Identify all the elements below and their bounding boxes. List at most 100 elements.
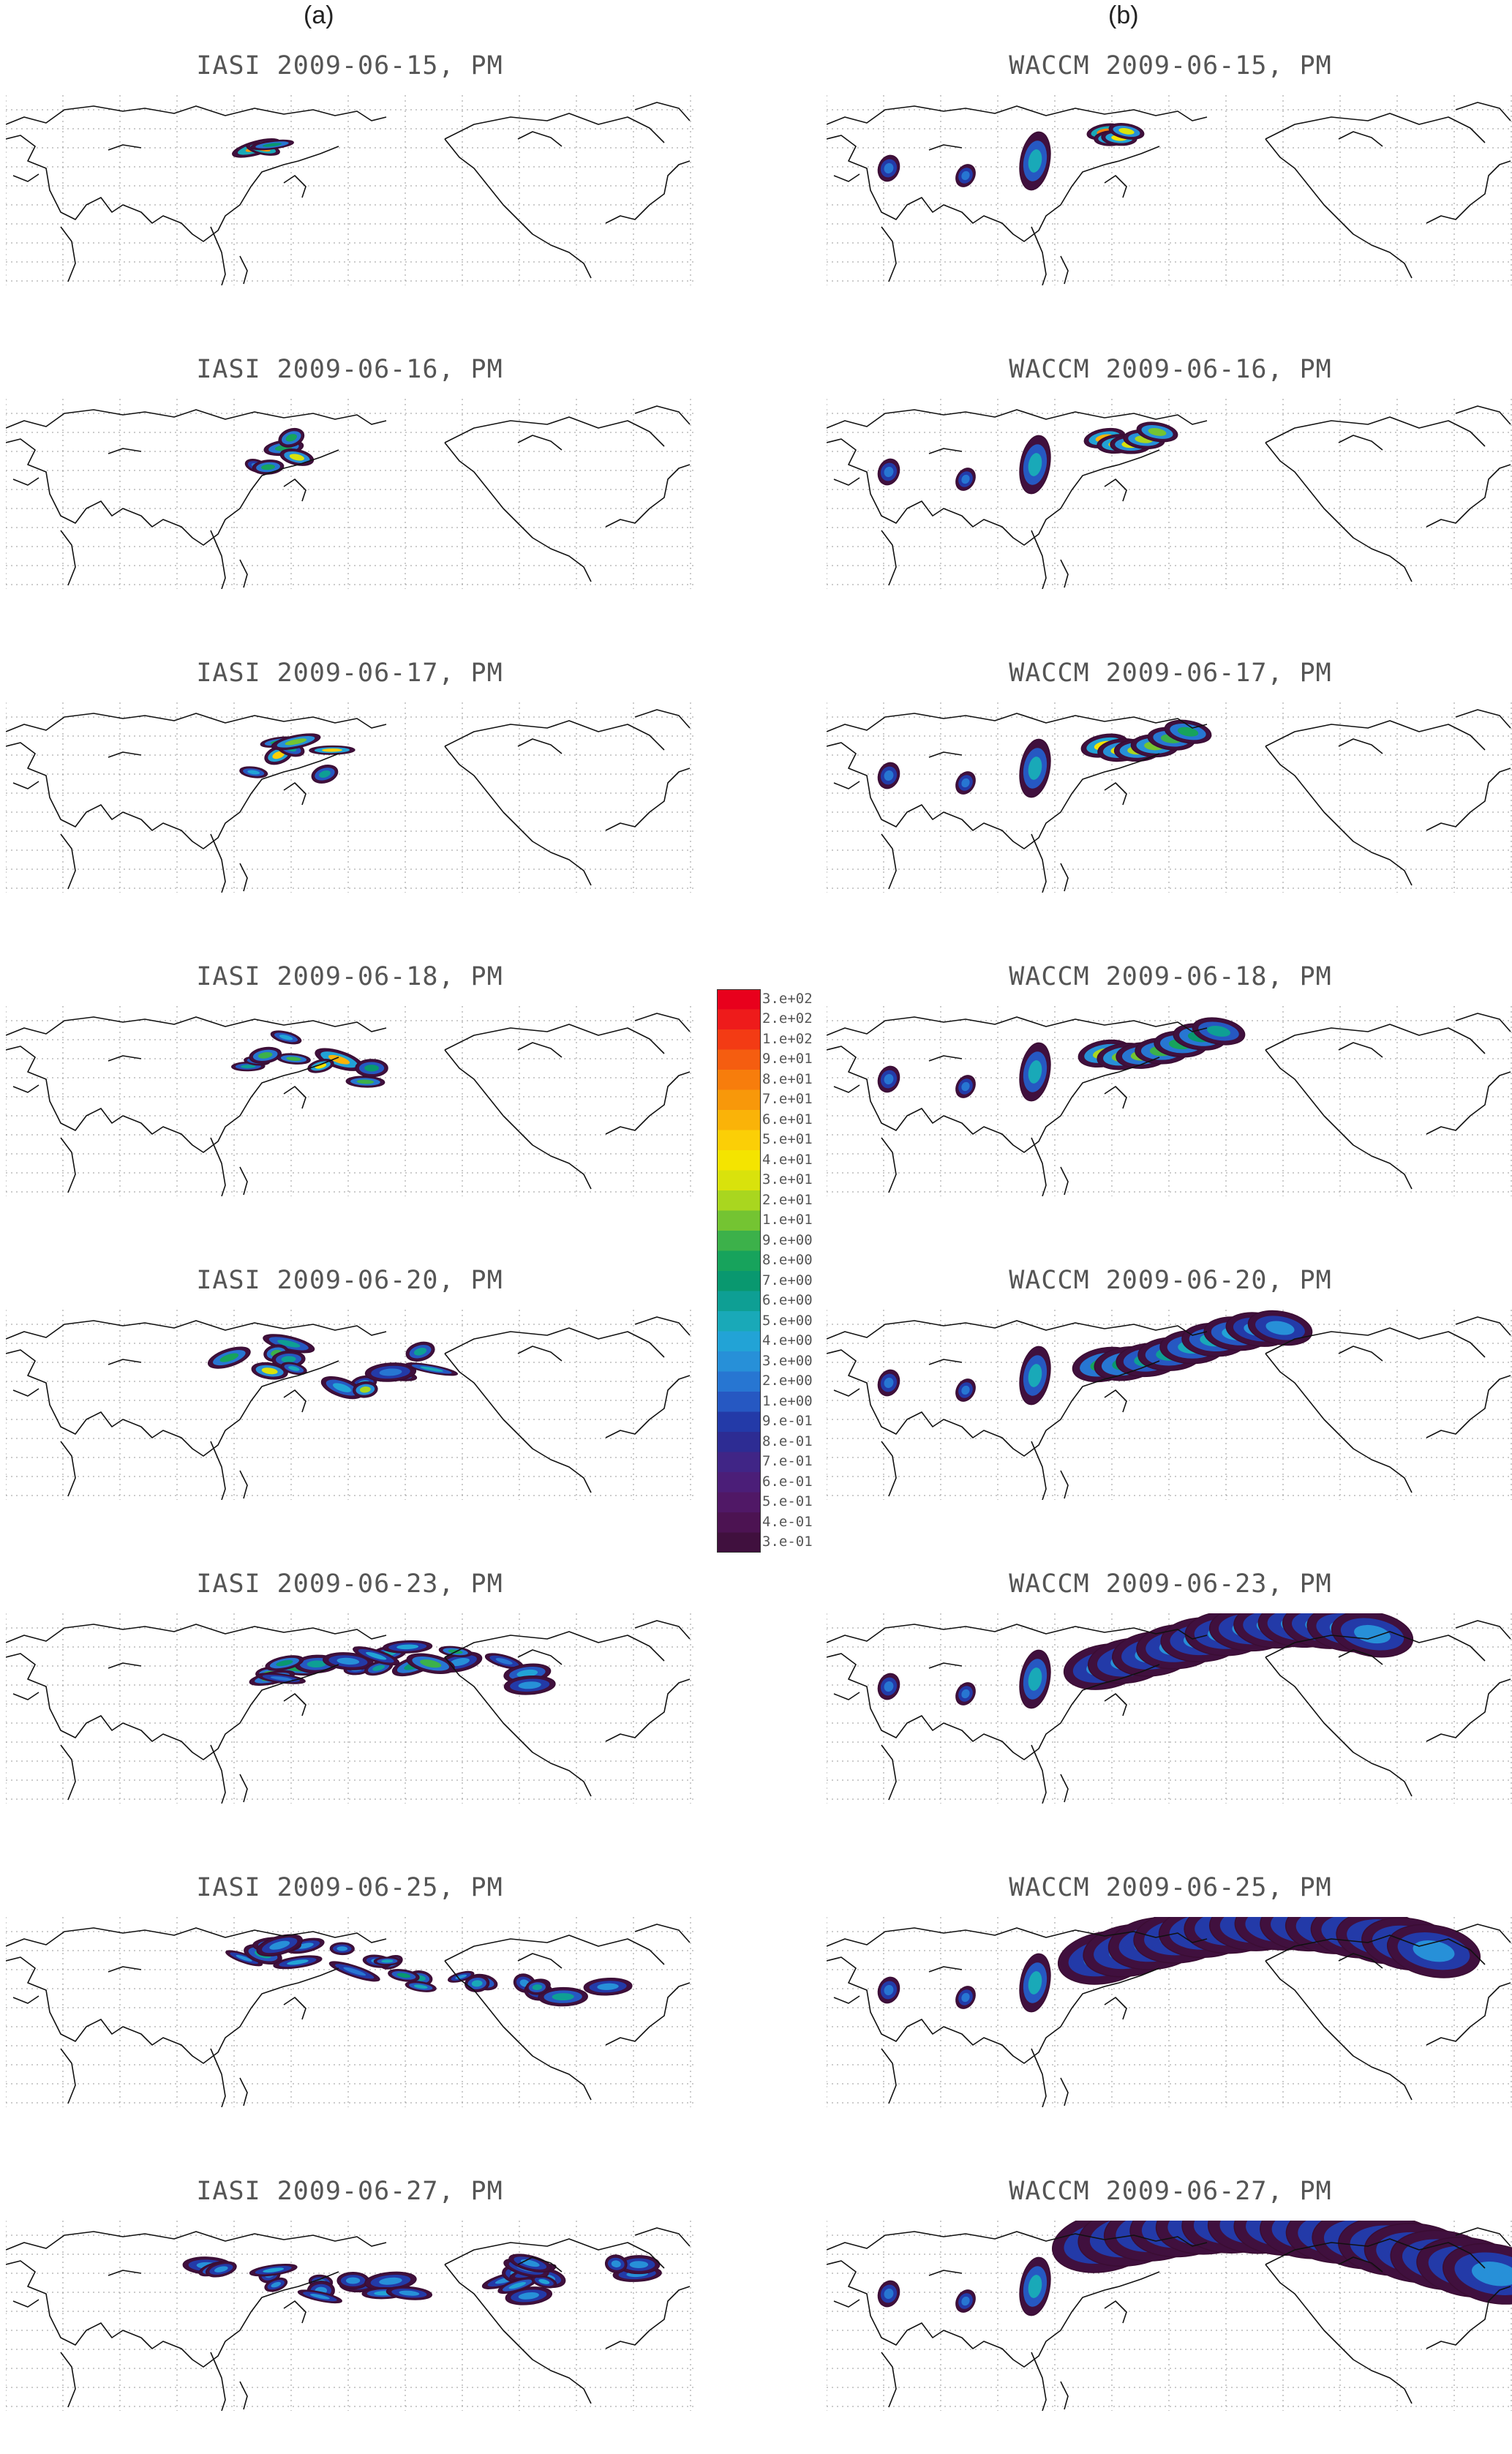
coastline-12 xyxy=(1104,1389,1127,1413)
plume-25 xyxy=(617,2255,661,2275)
coastline-3 xyxy=(1031,1441,1047,1500)
coastline-5 xyxy=(444,1631,665,1662)
colorbar-swatch-10 xyxy=(717,1190,761,1211)
coastline-6 xyxy=(1265,442,1413,582)
coastline-7 xyxy=(1426,1982,1511,2046)
colorbar-swatch-4 xyxy=(717,1070,761,1090)
coastline-5 xyxy=(1265,1024,1486,1054)
coastline-5 xyxy=(1265,1327,1486,1358)
coastline-8 xyxy=(1455,1013,1511,1032)
coastline-12 xyxy=(1104,1693,1127,1716)
colorbar-label: 1.e+02 xyxy=(762,1030,813,1047)
coastline-11 xyxy=(928,448,963,454)
plume-0 xyxy=(877,1369,900,1397)
coastline-8 xyxy=(634,2227,691,2247)
colorbar-label: 8.e-01 xyxy=(762,1433,813,1449)
plume-1 xyxy=(955,2289,976,2313)
coastline-5 xyxy=(1265,1935,1486,1965)
coastline-10 xyxy=(12,173,40,182)
coastline-6 xyxy=(1265,1049,1413,1190)
plume-8 xyxy=(297,2289,342,2304)
coastline-12 xyxy=(283,2300,306,2324)
panel-title: IASI 2009-06-23, PM xyxy=(196,1569,503,1599)
coastline-4 xyxy=(239,255,248,285)
coastline-6 xyxy=(444,2264,592,2404)
plume-2 xyxy=(1019,1346,1051,1406)
coastline-11 xyxy=(928,1359,963,1365)
coastline-5 xyxy=(444,113,665,143)
colorbar-swatch-22 xyxy=(717,1432,761,1452)
coastline-4 xyxy=(239,863,248,892)
plume-3 xyxy=(278,427,305,448)
coastline-7 xyxy=(605,1678,691,1742)
plume-5 xyxy=(256,1934,303,1957)
colorbar-swatch-6 xyxy=(717,1110,761,1130)
coastline-1 xyxy=(827,135,1160,242)
coastline-11 xyxy=(108,448,142,454)
coastline-0 xyxy=(6,2231,387,2251)
plume-0 xyxy=(207,1346,251,1369)
coastline-9 xyxy=(1338,435,1383,451)
coastline-5 xyxy=(1265,2238,1486,2269)
coastline-5 xyxy=(444,720,665,751)
colorbar-swatch-1 xyxy=(717,1009,761,1030)
coastline-7 xyxy=(1426,1678,1511,1742)
colorbar-swatch-25 xyxy=(717,1492,761,1513)
coastline-2 xyxy=(881,1137,897,1193)
map xyxy=(6,1006,693,1196)
coastline-0 xyxy=(827,1320,1208,1340)
coastline-1 xyxy=(827,2260,1160,2368)
coastline-3 xyxy=(1031,833,1047,893)
coastline-7 xyxy=(605,1071,691,1135)
coastline-12 xyxy=(1104,2300,1127,2324)
iasi-panel-5: IASI 2009-06-23, PM xyxy=(6,1518,693,1804)
column-label-a: (a) xyxy=(304,1,334,29)
plume-1 xyxy=(955,1682,976,1706)
coastline-7 xyxy=(605,2286,691,2349)
coastline-8 xyxy=(634,1013,691,1032)
coastline-1 xyxy=(6,2260,339,2368)
coastline-7 xyxy=(605,464,691,528)
coastline-1 xyxy=(827,1956,1160,2064)
coastline-12 xyxy=(283,1693,306,1716)
coastline-6 xyxy=(1265,1656,1413,1797)
plume-12 xyxy=(364,2271,417,2291)
coastline-5 xyxy=(444,416,665,447)
coastline-1 xyxy=(827,742,1160,849)
colorbar-label: 5.e+00 xyxy=(762,1312,813,1329)
map xyxy=(827,1006,1512,1196)
plume-6 xyxy=(311,765,339,784)
coastline-2 xyxy=(60,226,76,282)
plume-3 xyxy=(273,1955,323,1970)
coastline-2 xyxy=(60,833,76,890)
coastline-11 xyxy=(928,2270,963,2276)
panel-title: IASI 2009-06-25, PM xyxy=(196,1873,503,1902)
colorbar-swatch-5 xyxy=(717,1089,761,1111)
coastline-0 xyxy=(6,1016,387,1036)
coastline-9 xyxy=(517,1346,563,1362)
coastline-6 xyxy=(1265,1960,1413,2101)
coastline-4 xyxy=(239,559,248,588)
coastline-6 xyxy=(1265,138,1413,279)
colorbar-swatch-0 xyxy=(717,989,761,1010)
coastline-9 xyxy=(1338,738,1383,754)
colorbar-label: 8.e+01 xyxy=(762,1070,813,1087)
colorbar-label: 7.e+00 xyxy=(762,1272,813,1288)
coastline-11 xyxy=(108,1359,142,1365)
coastline-9 xyxy=(517,1042,563,1058)
panel-title: WACCM 2009-06-17, PM xyxy=(1009,658,1332,688)
colorbar-swatch-9 xyxy=(717,1170,761,1191)
coastline-0 xyxy=(827,105,1208,125)
panel-title: WACCM 2009-06-15, PM xyxy=(1009,51,1332,80)
coastline-9 xyxy=(517,131,563,147)
colorbar-label: 5.e-01 xyxy=(762,1493,813,1510)
coastline-0 xyxy=(827,1016,1208,1036)
colorbar-swatch-12 xyxy=(717,1231,761,1251)
coastline-5 xyxy=(1265,113,1486,143)
coastline-10 xyxy=(12,1084,40,1093)
coastline-10 xyxy=(12,1388,40,1397)
coastline-11 xyxy=(928,1662,963,1669)
coastline-7 xyxy=(605,768,691,831)
plume-0 xyxy=(877,154,900,182)
colorbar-label: 3.e+01 xyxy=(762,1171,813,1188)
